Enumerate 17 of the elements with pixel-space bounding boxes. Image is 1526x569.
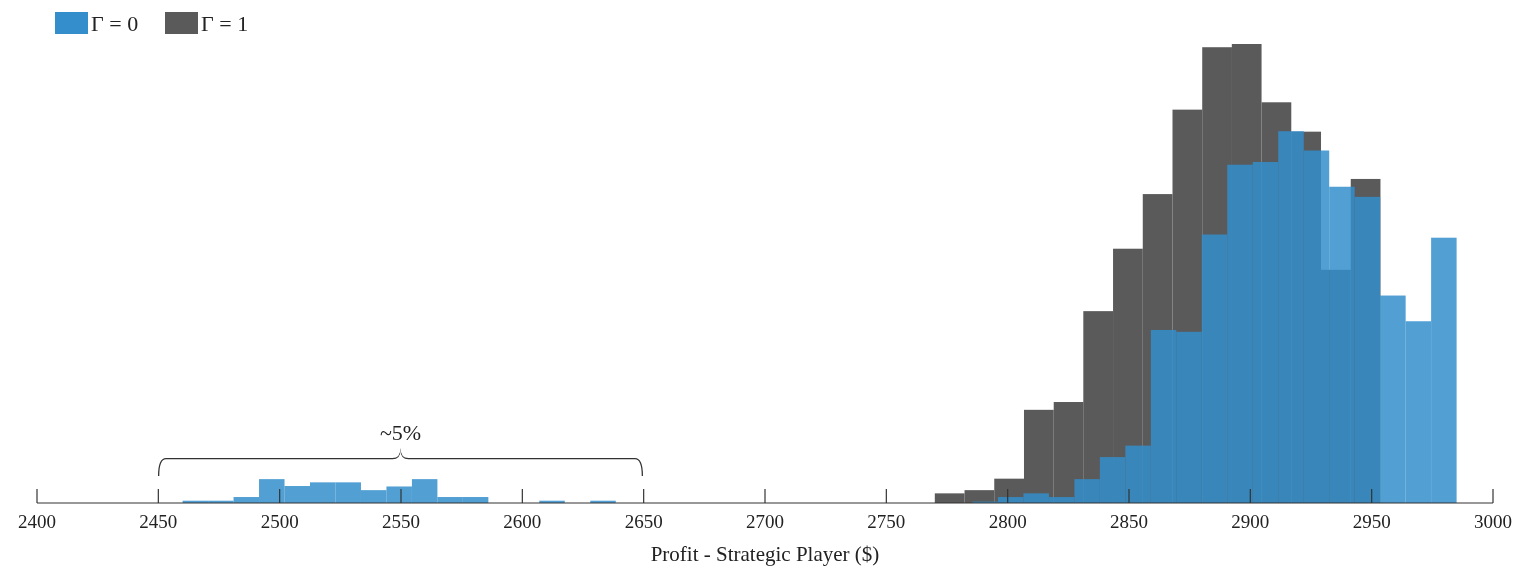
x-axis-title: Profit - Strategic Player ($) (650, 542, 880, 566)
x-tick-label: 2700 (746, 511, 784, 532)
legend-label: Γ = 0 (91, 11, 139, 36)
annotation: ~5% (379, 420, 422, 445)
x-tick-label: 2900 (1231, 511, 1270, 532)
x-tick-label: 2950 (1352, 511, 1391, 532)
x-tick-label: 2550 (382, 511, 420, 532)
x-tick-label: 2750 (867, 511, 906, 532)
x-tick-label: 2400 (18, 511, 56, 532)
x-tick-label: 2850 (1110, 511, 1148, 532)
x-tick-label: 3000 (1474, 511, 1512, 532)
x-tick-label: 2650 (624, 511, 663, 532)
x-tick-label: 2500 (260, 511, 299, 532)
x-tick-label: 2600 (503, 511, 542, 532)
x-tick-label: 2450 (139, 511, 178, 532)
legend-label: Γ = 1 (201, 11, 249, 36)
x-tick-label: 2800 (988, 511, 1027, 532)
